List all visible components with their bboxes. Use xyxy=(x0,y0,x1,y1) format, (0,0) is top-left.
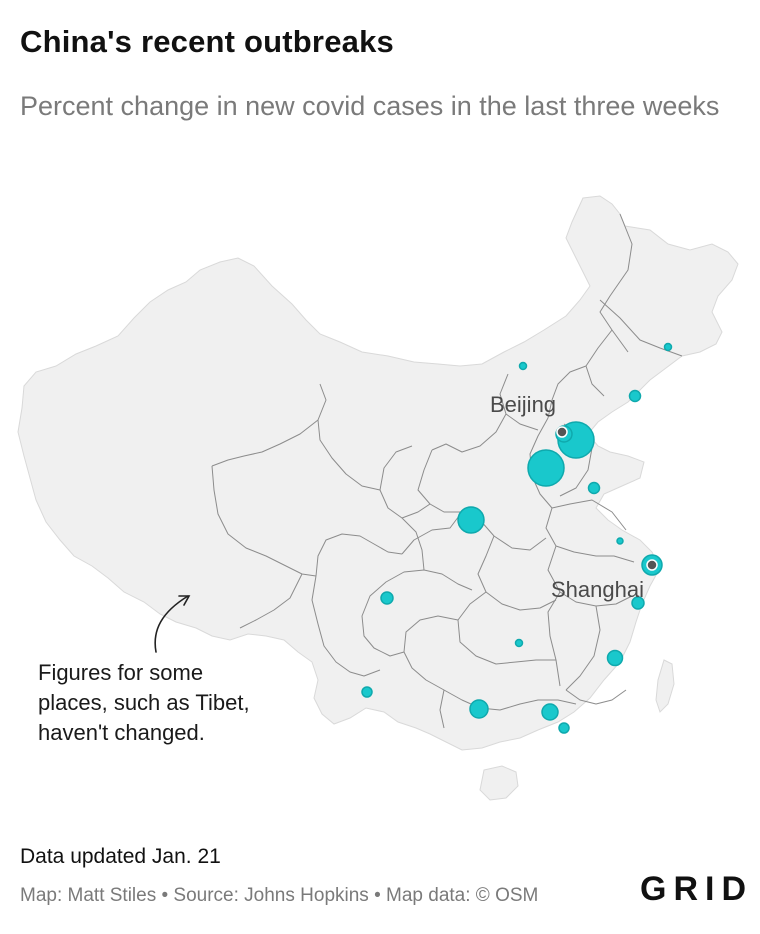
bubble-guangdong xyxy=(541,703,559,721)
bubble-hebei xyxy=(527,449,565,487)
hainan-island xyxy=(479,765,519,801)
bubble-jilin xyxy=(663,342,673,352)
bubble-yunnan xyxy=(361,686,373,698)
chart-subtitle: Percent change in new covid cases in the… xyxy=(20,91,720,121)
bubble-hunan xyxy=(514,638,524,648)
beijing-marker xyxy=(556,426,568,438)
annotation-line-2: places, such as Tibet, xyxy=(38,690,250,715)
bubble-jiangsu xyxy=(616,537,624,545)
chart-title: China's recent outbreaks xyxy=(20,24,394,59)
province-borders xyxy=(211,213,683,729)
bubble-zhejiang xyxy=(631,596,645,610)
bubble-shaanxi xyxy=(457,506,485,534)
data-updated-note: Data updated Jan. 21 xyxy=(20,845,221,868)
shanghai-marker xyxy=(646,559,658,571)
annotation-text: Figures for some places, such as Tibet, … xyxy=(38,660,256,745)
city-label-shanghai: Shanghai xyxy=(551,577,644,602)
taiwan-island xyxy=(655,659,675,713)
bubble-sichuan xyxy=(380,591,394,605)
bubble-liaoning xyxy=(628,389,642,403)
credits-line: Map: Matt Stiles • Source: Johns Hopkins… xyxy=(20,885,539,906)
bubble-guangxi xyxy=(469,699,489,719)
annotation-arrow xyxy=(154,595,191,653)
grid-logo: GRID xyxy=(640,870,753,908)
annotation-line-3: haven't changed. xyxy=(38,720,205,745)
city-markers xyxy=(556,426,658,571)
china-map: Beijing Shanghai Figures for some places… xyxy=(17,195,739,801)
city-label-beijing: Beijing xyxy=(490,392,556,417)
annotation-line-1: Figures for some xyxy=(38,660,203,685)
bubble-shandong xyxy=(587,481,601,495)
bubble-innermongolia xyxy=(518,361,528,371)
bubble-fujian xyxy=(606,649,624,667)
bubble-hongkong xyxy=(558,722,570,734)
